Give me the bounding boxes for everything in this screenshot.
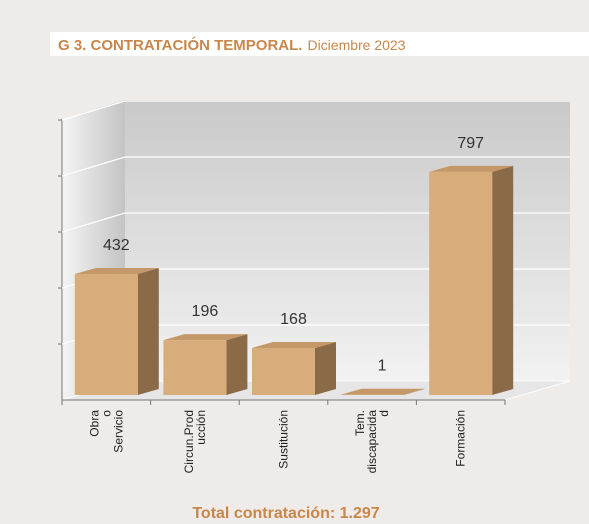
label-line: o [99, 410, 113, 417]
bar [74, 268, 159, 395]
label-line: Circun.Prod [182, 410, 196, 473]
bar-side [492, 165, 514, 395]
bar-front [429, 171, 493, 395]
title-line: G 3. CONTRATACIÓN TEMPORAL. Diciembre 202… [58, 36, 406, 54]
x-tick-label: ObraoServicio [87, 410, 125, 453]
value-label: 432 [103, 237, 130, 254]
bar-top [429, 165, 514, 172]
bar [252, 341, 336, 395]
label-line: discapacida [365, 410, 379, 474]
bar-side [137, 268, 159, 395]
value-label: 168 [280, 311, 307, 328]
bar-side [315, 341, 336, 395]
chart-subtitle: Diciembre 2023 [307, 37, 405, 53]
bar-top [163, 334, 248, 341]
bar-side [226, 334, 248, 395]
label-line: Formación [454, 410, 468, 467]
x-tick-label: Sustitución [277, 410, 291, 469]
chart-title: G 3. CONTRATACIÓN TEMPORAL. [58, 36, 302, 54]
bar [340, 388, 425, 395]
x-tick-label: Tem.discapacidad [353, 410, 391, 474]
bar-top [252, 341, 336, 348]
bar-top [74, 268, 159, 275]
grid-line [61, 156, 570, 177]
label-line: ucción [194, 410, 208, 445]
value-label: 196 [192, 303, 219, 320]
bar [429, 165, 514, 395]
bar-side [403, 388, 425, 395]
bar-front [163, 340, 227, 395]
title-bar [50, 32, 589, 56]
total: Total contratación: 1.297 [192, 505, 379, 522]
bar-front [252, 347, 315, 395]
label-line: Sustitución [277, 410, 291, 469]
label-line: Servicio [111, 410, 125, 453]
value-label: 797 [457, 135, 484, 152]
label-line: d [377, 410, 391, 417]
bar [163, 334, 248, 395]
label-line: Tem. [353, 410, 367, 436]
grid-line [61, 100, 570, 121]
grid-line [61, 212, 570, 233]
bar-front [74, 274, 138, 395]
bar-top [340, 388, 425, 395]
label-line: Obra [87, 410, 101, 437]
x-tick-label: Circun.Producción [182, 410, 208, 473]
x-tick-label: Formación [454, 410, 468, 467]
value-label: 1 [378, 358, 387, 375]
